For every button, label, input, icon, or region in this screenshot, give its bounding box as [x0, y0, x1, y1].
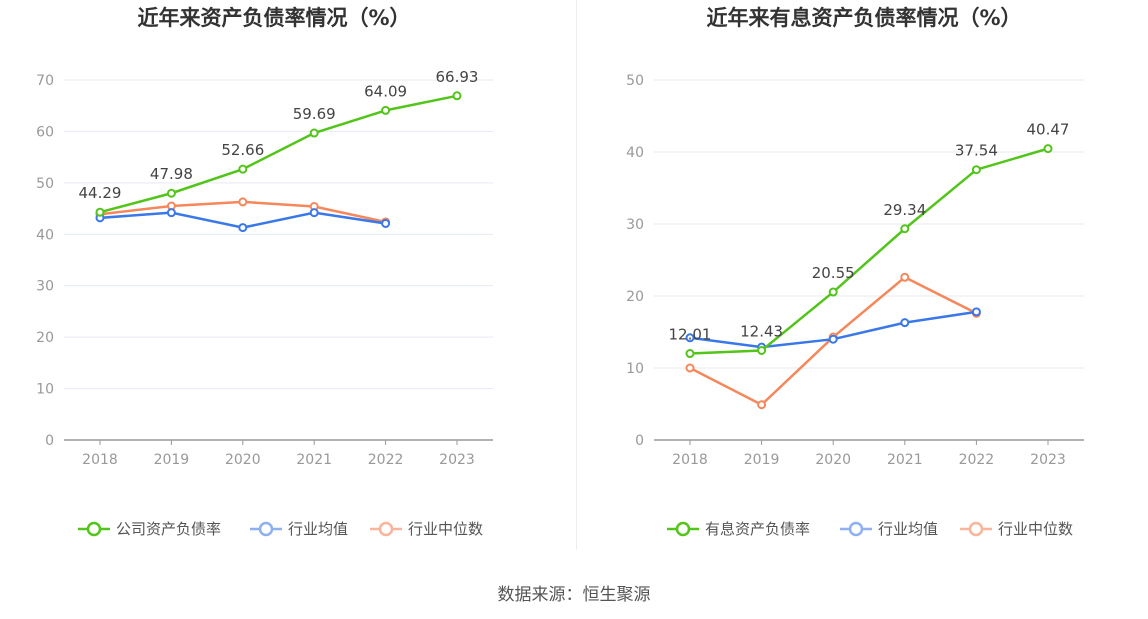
- data-point[interactable]: [309, 128, 319, 138]
- x-tick-label: 2019: [154, 452, 190, 468]
- data-point[interactable]: [757, 346, 767, 356]
- x-tick-label: 2020: [815, 452, 851, 468]
- x-tick-label: 2020: [225, 452, 261, 468]
- y-tick-label: 20: [626, 289, 644, 305]
- data-label: 59.69: [293, 105, 336, 123]
- data-point[interactable]: [166, 208, 176, 218]
- legend-item-1[interactable]: 行业均值: [250, 520, 348, 538]
- legend-circle-icon: [848, 521, 864, 537]
- y-tick-label: 50: [36, 176, 54, 192]
- data-label: 47.98: [150, 165, 193, 183]
- y-tick-label: 0: [635, 433, 644, 449]
- y-tick-label: 10: [36, 382, 54, 398]
- legend-circle-icon: [258, 521, 274, 537]
- data-point[interactable]: [757, 400, 767, 410]
- data-label: 40.47: [1027, 121, 1070, 139]
- y-tick-label: 40: [36, 227, 54, 243]
- y-tick-label: 10: [626, 361, 644, 377]
- legend-circle-icon: [378, 521, 394, 537]
- data-point[interactable]: [828, 287, 838, 297]
- data-label: 12.01: [669, 326, 712, 344]
- legend-item-0[interactable]: 有息资产负债率: [667, 520, 810, 538]
- y-tick-label: 30: [626, 217, 644, 233]
- data-label: 37.54: [955, 142, 998, 160]
- data-point[interactable]: [685, 333, 695, 343]
- x-tick-label: 2018: [672, 452, 708, 468]
- x-tick-label: 2018: [82, 452, 118, 468]
- data-label: 20.55: [812, 264, 855, 282]
- data-label: 64.09: [364, 82, 407, 100]
- legend-label: 行业均值: [288, 520, 348, 538]
- y-tick-label: 70: [36, 73, 54, 89]
- series-line-0: [689, 147, 1049, 355]
- legend-item-2[interactable]: 行业中位数: [370, 520, 483, 538]
- legend-circle-icon: [968, 521, 984, 537]
- y-tick-label: 50: [626, 73, 644, 89]
- x-tick-label: 2023: [439, 452, 475, 468]
- y-tick-label: 20: [36, 330, 54, 346]
- data-point[interactable]: [971, 165, 981, 175]
- series-line-0: [99, 94, 458, 214]
- legend-label: 有息资产负债率: [705, 520, 810, 538]
- x-tick-label: 2022: [368, 452, 404, 468]
- chart-2: 近年来有息资产负债率情况（%） 0 10 20 30 40 50 2018 2019 2020 20…: [626, 6, 1084, 538]
- data-point[interactable]: [238, 197, 248, 207]
- data-point[interactable]: [166, 188, 176, 198]
- data-point[interactable]: [1043, 144, 1053, 154]
- data-label: 66.93: [436, 68, 479, 86]
- data-point[interactable]: [900, 224, 910, 234]
- data-source: 数据来源：恒生聚源: [497, 585, 651, 605]
- legend-item-2[interactable]: 行业中位数: [960, 520, 1073, 538]
- data-point[interactable]: [238, 164, 248, 174]
- data-point[interactable]: [900, 318, 910, 328]
- x-tick-label: 2023: [1030, 452, 1066, 468]
- chart-title: 近年来资产负债率情况（%）: [137, 6, 410, 30]
- data-point[interactable]: [900, 272, 910, 282]
- data-point[interactable]: [828, 334, 838, 344]
- legend-circle-icon: [86, 521, 102, 537]
- data-point[interactable]: [971, 307, 981, 317]
- y-tick-label: 60: [36, 124, 54, 140]
- data-point[interactable]: [685, 363, 695, 373]
- y-tick-label: 40: [626, 145, 644, 161]
- data-point[interactable]: [685, 349, 695, 359]
- legend-label: 行业中位数: [998, 520, 1073, 538]
- data-point[interactable]: [309, 208, 319, 218]
- data-label: 29.34: [883, 201, 926, 219]
- legend-label: 行业中位数: [408, 520, 483, 538]
- legend-label: 公司资产负债率: [116, 520, 221, 538]
- data-point[interactable]: [381, 218, 391, 228]
- legend-item-1[interactable]: 行业均值: [840, 520, 938, 538]
- x-tick-label: 2019: [744, 452, 780, 468]
- chart-divider: [576, 0, 577, 550]
- data-label: 52.66: [221, 141, 264, 159]
- data-label: 44.29: [79, 184, 122, 202]
- chart-title: 近年来有息资产负债率情况（%）: [706, 6, 1021, 30]
- data-point[interactable]: [238, 223, 248, 233]
- data-point[interactable]: [95, 207, 105, 217]
- legend-item-0[interactable]: 公司资产负债率: [78, 520, 221, 538]
- x-tick-label: 2022: [959, 452, 995, 468]
- x-tick-label: 2021: [887, 452, 923, 468]
- legend-circle-icon: [675, 521, 691, 537]
- x-tick-label: 2021: [296, 452, 332, 468]
- data-label: 12.43: [740, 323, 783, 341]
- legend-label: 行业均值: [878, 520, 938, 538]
- data-point[interactable]: [452, 91, 462, 101]
- data-point[interactable]: [381, 105, 391, 115]
- y-tick-label: 30: [36, 279, 54, 295]
- chart-1: 近年来资产负债率情况（%） 0 10 20 30 40 50 60 70 2018 2019 2020…: [36, 6, 493, 538]
- y-tick-label: 0: [45, 433, 54, 449]
